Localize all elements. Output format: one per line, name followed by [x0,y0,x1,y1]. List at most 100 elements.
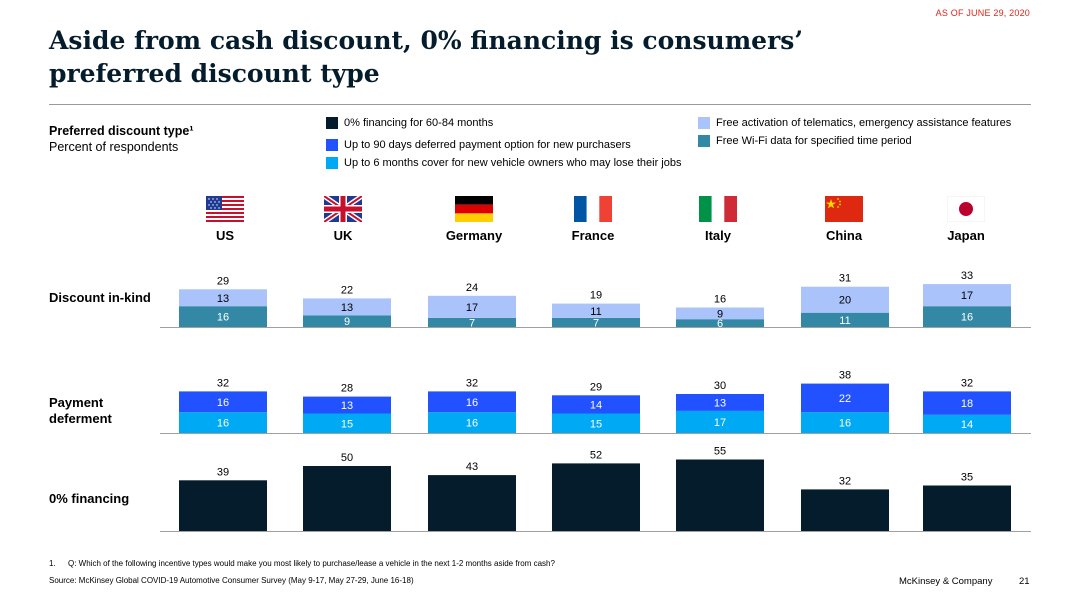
row-label-discount-in-kind: Discount in-kind [49,290,151,305]
segment-value-label: 16 [217,418,229,430]
bar-segment [428,412,516,433]
segment-value-label: 20 [839,295,851,307]
total-value-label: 43 [466,461,478,473]
japan-flag-icon [947,196,985,222]
country-label-japan: Japan [947,228,985,243]
bar-segment [676,307,764,320]
as-of-date: AS OF JUNE 29, 2020 [935,8,1030,18]
bar-segment [923,306,1011,327]
legend-swatch [698,135,710,147]
legend-label: Free activation of telematics, emergency… [716,117,1012,129]
total-value-label: 39 [217,466,229,478]
segment-value-label: 13 [341,400,353,412]
row-label-0-financing: 0% financing [49,491,130,506]
total-value-label: 29 [217,275,229,287]
bar-segment [303,413,391,433]
bar-segment [179,289,267,307]
legend-item-wifi: Free Wi-Fi data for specified time perio… [698,135,912,147]
bar-segment [428,475,516,531]
bar-segment [923,414,1011,433]
legend-item-90-days: Up to 90 days deferred payment option fo… [326,139,631,151]
segment-value-label: 11 [839,315,850,327]
legend-item-0-financing: 0% financing for 60-84 months [326,117,493,129]
bar-segment [923,391,1011,415]
segment-value-label: 16 [466,397,478,409]
segment-value-label: 17 [961,290,973,302]
country-label-china: China [825,228,863,243]
legend-swatch [326,139,338,151]
page-title: Aside from cash discount, 0% financing i… [49,24,909,90]
us-flag-icon [206,196,244,222]
country-label-italy: Italy [704,228,731,243]
italy-flag-icon [699,196,737,222]
bar-segment [303,466,391,531]
total-value-label: 16 [714,294,726,306]
legend-label: Free Wi-Fi data for specified time perio… [716,135,912,147]
total-value-label: 50 [341,452,353,464]
bar-segment [801,412,889,433]
segment-value-label: 18 [961,398,973,410]
total-value-label: 24 [466,282,478,294]
title-line-2: preferred discount type [49,59,380,88]
bar-segment [552,395,640,414]
segment-value-label: 16 [961,312,973,324]
source-note: Source: McKinsey Global COVID-19 Automot… [49,576,414,585]
segment-value-label: 13 [217,293,229,305]
bar-segment [303,396,391,414]
total-value-label: 33 [961,270,973,282]
bar-segment [179,412,267,433]
total-value-label: 38 [839,370,851,382]
bar-segment [676,459,764,531]
segment-value-label: 9 [344,316,350,328]
chart-unit: Percent of respondents [49,140,179,154]
segment-value-label: 9 [717,308,723,320]
bar-segment [179,306,267,327]
total-value-label: 28 [341,383,353,395]
segment-value-label: 16 [217,397,229,409]
bar-segment [552,303,640,318]
footnote: 1. Q: Which of the following incentive ty… [49,559,555,568]
bar-segment [923,485,1011,531]
legend-swatch [698,117,710,129]
total-value-label: 29 [590,381,602,393]
title-line-1: Aside from cash discount, 0% financing i… [49,26,804,55]
segment-value-label: 14 [961,419,973,431]
segment-value-label: 14 [590,399,602,411]
segment-value-label: 11 [590,306,601,318]
bar-segment [801,489,889,531]
germany-flag-icon [455,196,493,222]
france-flag-icon [574,196,612,222]
country-label-us: US [215,228,235,243]
bar-segment [676,394,764,411]
segment-value-label: 16 [217,312,229,324]
row-label-payment-deferment: Payment deferment [49,395,112,426]
segment-value-label: 16 [839,418,851,430]
legend-label: Up to 90 days deferred payment option fo… [344,139,631,151]
legend-swatch [326,117,338,129]
bar-segment [303,298,391,316]
title-divider [49,104,1031,105]
legend-label: Up to 6 months cover for new vehicle own… [344,157,682,169]
segment-value-label: 7 [469,317,475,329]
total-value-label: 31 [839,273,851,285]
total-value-label: 35 [961,472,973,484]
segment-value-label: 17 [466,302,478,314]
country-label-germany: Germany [445,228,503,243]
segment-value-label: 13 [714,397,726,409]
legend-swatch [326,157,338,169]
bar-segment [179,480,267,531]
page-number: 21 [1019,576,1030,587]
bar-segment [801,383,889,413]
total-value-label: 32 [839,475,851,487]
total-value-label: 19 [590,290,602,302]
country-label-france: France [571,228,615,243]
china-flag-icon [825,196,863,222]
bar-segment [428,295,516,318]
uk-flag-icon [324,196,362,222]
bar-segment [428,317,516,327]
bar-segment [801,312,889,327]
chart-subtitle: Preferred discount type¹ [49,124,194,138]
bar-segment [676,319,764,327]
segment-value-label: 15 [341,418,353,430]
